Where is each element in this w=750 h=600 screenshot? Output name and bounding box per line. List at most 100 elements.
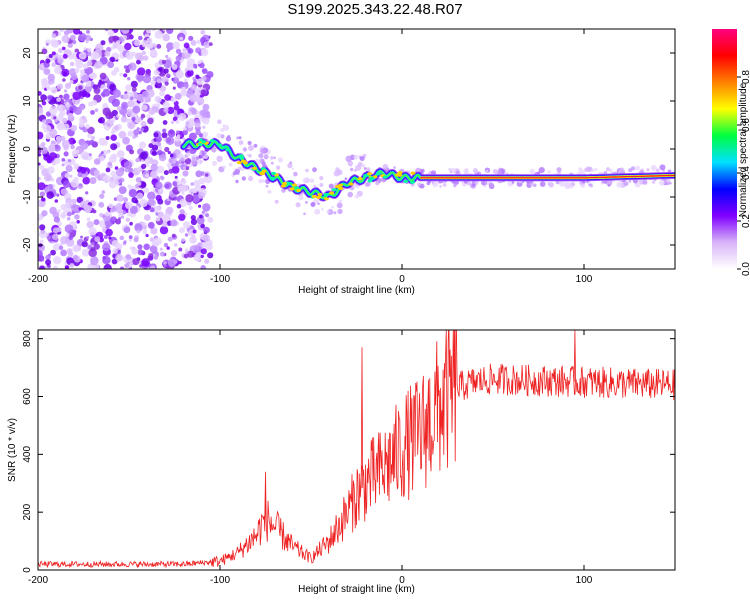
noise-blob bbox=[118, 130, 127, 139]
noise-blob bbox=[202, 131, 209, 138]
noise-blob bbox=[151, 144, 159, 151]
noise-blob bbox=[158, 153, 167, 162]
halo-blob bbox=[590, 184, 593, 188]
noise-blob bbox=[141, 40, 149, 48]
noise-blob bbox=[94, 236, 101, 243]
halo-blob bbox=[580, 183, 586, 188]
noise-blob bbox=[203, 174, 213, 184]
noise-blob bbox=[68, 159, 72, 163]
noise-blob bbox=[125, 201, 133, 209]
noise-blob bbox=[41, 210, 48, 217]
halo-blob bbox=[186, 152, 191, 157]
noise-blob bbox=[78, 51, 87, 60]
noise-blob bbox=[133, 129, 140, 136]
halo-blob bbox=[305, 168, 309, 173]
noise-blob bbox=[107, 61, 114, 69]
noise-blob bbox=[85, 124, 90, 129]
noise-blob bbox=[163, 68, 169, 74]
noise-blob bbox=[147, 198, 155, 206]
noise-blob bbox=[145, 173, 150, 178]
noise-blob bbox=[129, 205, 138, 214]
noise-blob bbox=[127, 167, 134, 174]
halo-blob bbox=[455, 170, 460, 175]
noise-blob bbox=[107, 161, 113, 166]
noise-blob bbox=[38, 230, 48, 239]
halo-blob bbox=[222, 124, 225, 127]
noise-blob bbox=[100, 40, 106, 46]
noise-blob bbox=[162, 120, 168, 125]
noise-blob bbox=[104, 211, 110, 217]
noise-blob bbox=[155, 216, 161, 222]
noise-blob bbox=[129, 246, 133, 250]
noise-blob bbox=[111, 98, 120, 107]
noise-blob bbox=[163, 261, 167, 265]
noise-blob bbox=[174, 92, 182, 100]
hot-blob bbox=[260, 167, 266, 171]
hot-blob bbox=[311, 194, 317, 199]
noise-blob bbox=[184, 78, 188, 83]
halo-blob bbox=[274, 199, 279, 204]
noise-blob bbox=[201, 68, 208, 74]
halo-blob bbox=[217, 119, 222, 124]
hot-blob bbox=[375, 172, 381, 176]
noise-blob bbox=[80, 142, 89, 150]
halo-blob bbox=[183, 126, 188, 131]
noise-blob bbox=[111, 70, 117, 76]
halo-blob bbox=[248, 154, 252, 158]
halo-blob bbox=[618, 167, 625, 174]
noise-blob bbox=[105, 167, 111, 173]
noise-blob bbox=[123, 226, 131, 234]
noise-blob bbox=[48, 54, 53, 58]
noise-blob bbox=[47, 73, 55, 82]
noise-blob bbox=[73, 106, 82, 115]
noise-blob bbox=[161, 213, 171, 222]
noise-blob bbox=[45, 259, 52, 266]
noise-blob bbox=[171, 64, 178, 70]
noise-blob bbox=[60, 204, 67, 211]
noise-blob bbox=[129, 149, 135, 155]
hot-blob bbox=[289, 187, 295, 191]
noise-blob bbox=[87, 47, 92, 53]
noise-blob bbox=[147, 117, 154, 125]
noise-blob bbox=[187, 250, 195, 258]
hot-blob bbox=[197, 138, 203, 142]
halo-blob bbox=[669, 182, 672, 185]
noise-blob bbox=[123, 65, 128, 69]
noise-blob bbox=[86, 81, 92, 87]
noise-blob bbox=[156, 165, 165, 174]
noise-blob bbox=[137, 67, 146, 76]
noise-blob bbox=[178, 213, 186, 221]
noise-blob bbox=[166, 246, 170, 250]
noise-blob bbox=[127, 131, 132, 137]
halo-blob bbox=[237, 166, 242, 171]
noise-blob bbox=[141, 258, 150, 267]
noise-blob bbox=[110, 134, 117, 141]
noise-blob bbox=[131, 248, 139, 255]
halo-blob bbox=[345, 155, 352, 162]
noise-blob bbox=[149, 237, 155, 242]
noise-blob bbox=[56, 97, 62, 102]
noise-blob bbox=[159, 90, 165, 97]
noise-blob bbox=[207, 252, 214, 259]
halo-blob bbox=[347, 160, 354, 167]
noise-blob bbox=[138, 35, 143, 41]
noise-blob bbox=[65, 265, 69, 269]
halo-blob bbox=[547, 170, 551, 174]
noise-blob bbox=[181, 50, 191, 60]
noise-blob bbox=[198, 191, 205, 199]
noise-blob bbox=[105, 225, 110, 229]
halo-blob bbox=[319, 183, 324, 187]
noise-blob bbox=[128, 235, 133, 240]
noise-blob bbox=[159, 251, 165, 257]
noise-blob bbox=[162, 128, 167, 133]
noise-blob bbox=[175, 70, 184, 79]
noise-blob bbox=[158, 188, 162, 193]
halo-blob bbox=[590, 168, 595, 172]
noise-blob bbox=[167, 129, 176, 138]
spectrogram bbox=[38, 29, 675, 269]
noise-blob bbox=[113, 125, 119, 131]
hot-blob bbox=[292, 183, 297, 187]
halo-blob bbox=[607, 184, 611, 187]
noise-blob bbox=[48, 144, 56, 152]
noise-blob bbox=[114, 166, 119, 170]
